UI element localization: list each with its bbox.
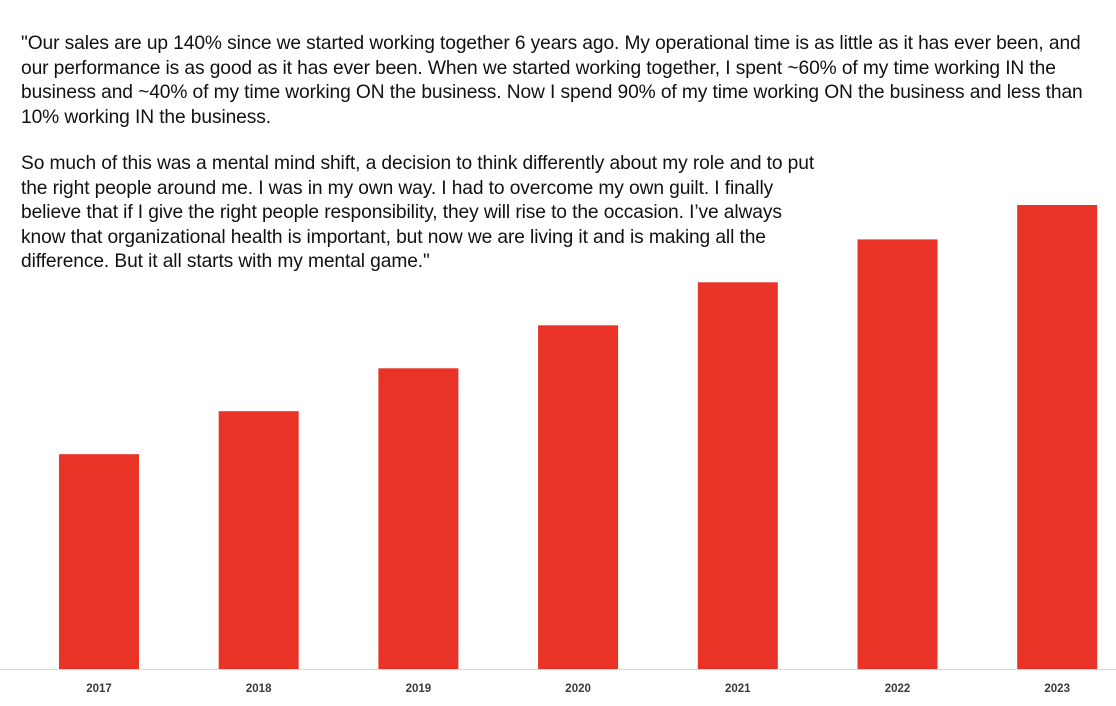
x-tick-label-2017: 2017 [86, 683, 112, 695]
x-tick-label-2022: 2022 [885, 683, 911, 695]
bar-2018 [218, 411, 299, 669]
x-tick-label-2020: 2020 [565, 683, 591, 695]
bar-2022 [857, 239, 938, 669]
bar-2019 [378, 368, 459, 669]
bar-2023 [1017, 205, 1098, 669]
quote-paragraph-2: So much of this was a mental mind shift,… [21, 153, 815, 272]
x-tick-label-2023: 2023 [1044, 683, 1070, 695]
bar-2020 [538, 325, 619, 669]
x-tick-label-2021: 2021 [725, 683, 751, 695]
x-tick-label-2019: 2019 [406, 683, 432, 695]
x-tick-label-2018: 2018 [246, 683, 272, 695]
quote-paragraph-1: "Our sales are up 140% since we started … [21, 33, 1083, 128]
bar-2017 [59, 454, 139, 669]
bar-2021 [697, 282, 778, 669]
